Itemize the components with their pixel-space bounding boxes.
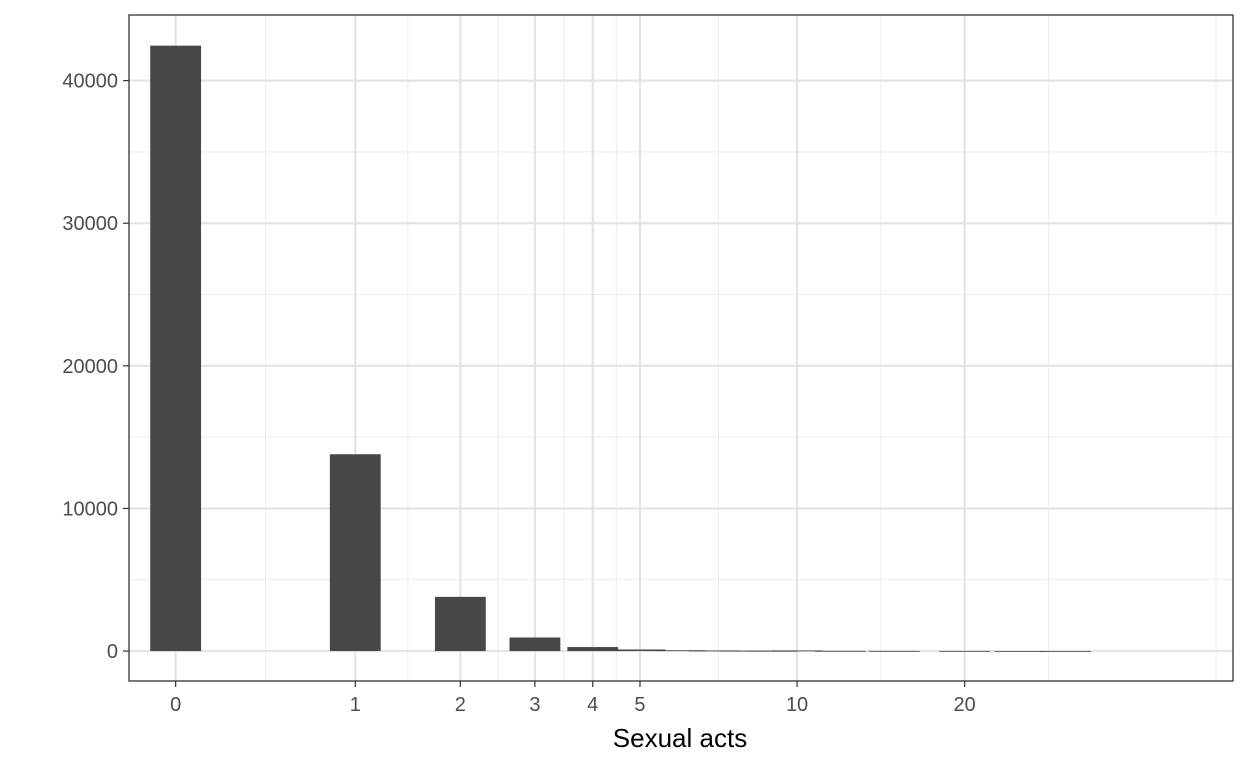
bar (150, 45, 202, 652)
x-tick-label: 4 (587, 694, 598, 716)
y-tick-label: 0 (107, 641, 118, 663)
bar (434, 596, 486, 652)
plot-panel-border (128, 14, 1234, 682)
x-tick-label: 10 (786, 694, 808, 716)
plot-panel-background (129, 15, 1233, 681)
bars (150, 45, 1092, 652)
bar (771, 650, 823, 652)
bar (689, 650, 740, 652)
x-tick-label: 0 (170, 694, 181, 716)
bar (329, 454, 381, 652)
bar (939, 650, 991, 652)
x-tick-label: 2 (455, 694, 466, 716)
y-axis-tick-labels: 0 10000 20000 30000 40000 (62, 71, 118, 663)
bar (614, 649, 666, 652)
bar (509, 637, 561, 652)
bar (994, 650, 1046, 652)
x-axis-tick-labels: 0 1 2 3 4 5 10 20 (170, 694, 976, 716)
y-tick-label: 40000 (62, 71, 118, 93)
bar (567, 647, 619, 652)
bar (814, 650, 866, 652)
x-tick-label: 3 (529, 694, 540, 716)
x-tick-label: 20 (954, 694, 976, 716)
y-tick-label: 20000 (62, 356, 118, 378)
bar (719, 650, 771, 652)
y-tick-label: 30000 (62, 213, 118, 235)
x-tick-label: 1 (350, 694, 361, 716)
x-tick-label: 5 (634, 694, 645, 716)
bar (868, 650, 920, 652)
x-axis-title: Sexual acts (613, 723, 747, 753)
bar (654, 650, 706, 652)
y-tick-label: 10000 (62, 498, 118, 520)
axis-ticks (123, 80, 966, 687)
bar (1040, 651, 1092, 652)
